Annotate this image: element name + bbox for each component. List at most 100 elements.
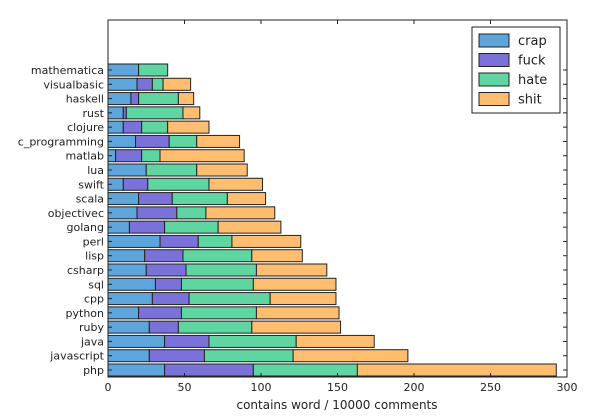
legend-swatch-hate (478, 72, 510, 87)
bar-csharp-crap (107, 263, 147, 277)
bar-python-fuck (138, 306, 182, 320)
bar-perl-fuck (159, 234, 199, 248)
bar-objectivec-shit (205, 206, 276, 220)
bar-haskell-hate (138, 92, 179, 106)
bar-cpp-hate (188, 292, 271, 306)
y-tick-label: python (66, 307, 105, 320)
y-tick-label: matlab (65, 150, 104, 163)
bar-scala-hate (171, 192, 228, 206)
bar-clojure-hate (141, 120, 169, 134)
bar-objectivec-hate (176, 206, 207, 220)
bar-csharp-fuck (145, 263, 187, 277)
legend-label-hate: hate (518, 73, 547, 88)
bar-sql-crap (107, 277, 156, 291)
bar-lua-crap (107, 163, 147, 177)
y-tick-label: c_programming (18, 135, 104, 148)
bar-javascript-crap (107, 349, 150, 363)
y-tick-label: visualbasic (43, 78, 104, 91)
bar-c_programming-crap (107, 134, 137, 148)
bar-ruby-shit (251, 320, 342, 334)
y-tick-label: ruby (79, 321, 104, 334)
bar-lisp-fuck (144, 249, 184, 263)
bar-ruby-fuck (148, 320, 179, 334)
bar-perl-crap (107, 234, 161, 248)
bar-java-shit (295, 334, 375, 348)
legend-swatch-fuck (478, 53, 510, 67)
bar-c_programming-hate (168, 134, 198, 148)
x-tick-label: 100 (251, 381, 272, 394)
y-tick-label: haskell (66, 93, 104, 106)
bar-lua-shit (196, 163, 248, 177)
x-tick-label: 50 (178, 381, 192, 394)
bar-scala-shit (226, 192, 267, 206)
bar-javascript-fuck (148, 349, 205, 363)
bar-cpp-fuck (151, 292, 190, 306)
bar-clojure-shit (167, 120, 210, 134)
bar-swift-hate (147, 177, 210, 191)
y-tick-label: objectivec (48, 207, 104, 220)
x-tick-label: 200 (404, 381, 425, 394)
bar-perl-shit (231, 234, 302, 248)
bar-c_programming-shit (196, 134, 241, 148)
y-tick-label: rust (82, 107, 104, 120)
y-tick-label: cpp (84, 293, 104, 306)
bar-cpp-crap (107, 292, 153, 306)
plot-frame (107, 19, 568, 378)
y-tick-label: sql (88, 278, 104, 291)
legend-swatch-shit (478, 92, 510, 106)
bar-php-fuck (164, 363, 254, 377)
bar-java-hate (208, 334, 297, 348)
bar-golang-shit (217, 220, 282, 234)
bar-clojure-fuck (122, 120, 143, 134)
y-tick-label: mathematica (31, 64, 104, 77)
y-tick-label: perl (83, 235, 104, 248)
bar-javascript-hate (203, 349, 294, 363)
bar-php-shit (356, 363, 557, 377)
bar-java-crap (107, 334, 166, 348)
legend-label-fuck: fuck (518, 54, 546, 69)
bar-golang-fuck (128, 220, 166, 234)
legend: crap fuck hate shit (471, 26, 561, 114)
bar-mathematica-hate (138, 63, 169, 77)
legend-label-shit: shit (518, 93, 542, 108)
bar-perl-hate (197, 234, 233, 248)
x-tick-labels: 0 50 100 150 200 250 300 (105, 20, 578, 394)
bar-cpp-shit (269, 292, 337, 306)
legend-label-crap: crap (518, 34, 547, 49)
bars-group (107, 63, 557, 377)
bar-csharp-shit (255, 263, 328, 277)
x-axis-label: contains word / 10000 comments (236, 398, 437, 412)
bar-matlab-fuck (115, 149, 143, 163)
x-tick-label: 250 (480, 381, 501, 394)
y-tick-label: csharp (67, 264, 104, 277)
bar-haskell-shit (177, 92, 195, 106)
bar-swift-shit (208, 177, 264, 191)
bar-c_programming-fuck (135, 134, 170, 148)
bar-visualbasic-crap (107, 77, 138, 91)
bar-objectivec-fuck (136, 206, 178, 220)
y-tick-label: golang (67, 221, 104, 234)
x-tick-label: 0 (105, 381, 112, 394)
bar-python-crap (107, 306, 140, 320)
bar-sql-hate (180, 277, 254, 291)
y-tick-label: javascript (49, 350, 104, 363)
y-tick-label: clojure (67, 121, 104, 134)
bar-golang-hate (164, 220, 219, 234)
bar-visualbasic-hate (151, 77, 164, 91)
bar-php-crap (107, 363, 166, 377)
bar-lisp-shit (251, 249, 303, 263)
y-tick-label: scala (76, 193, 104, 206)
y-tick-label: java (80, 335, 104, 348)
bar-objectivec-crap (107, 206, 138, 220)
x-tick-label: 150 (327, 381, 348, 394)
y-tick-label: lua (87, 164, 104, 177)
bar-python-shit (255, 306, 340, 320)
bar-swift-fuck (122, 177, 149, 191)
bar-visualbasic-fuck (136, 77, 153, 91)
bar-mathematica-crap (107, 63, 140, 77)
x-tick-label: 300 (557, 381, 578, 394)
bar-matlab-hate (141, 149, 161, 163)
bar-rust-hate (125, 106, 184, 120)
